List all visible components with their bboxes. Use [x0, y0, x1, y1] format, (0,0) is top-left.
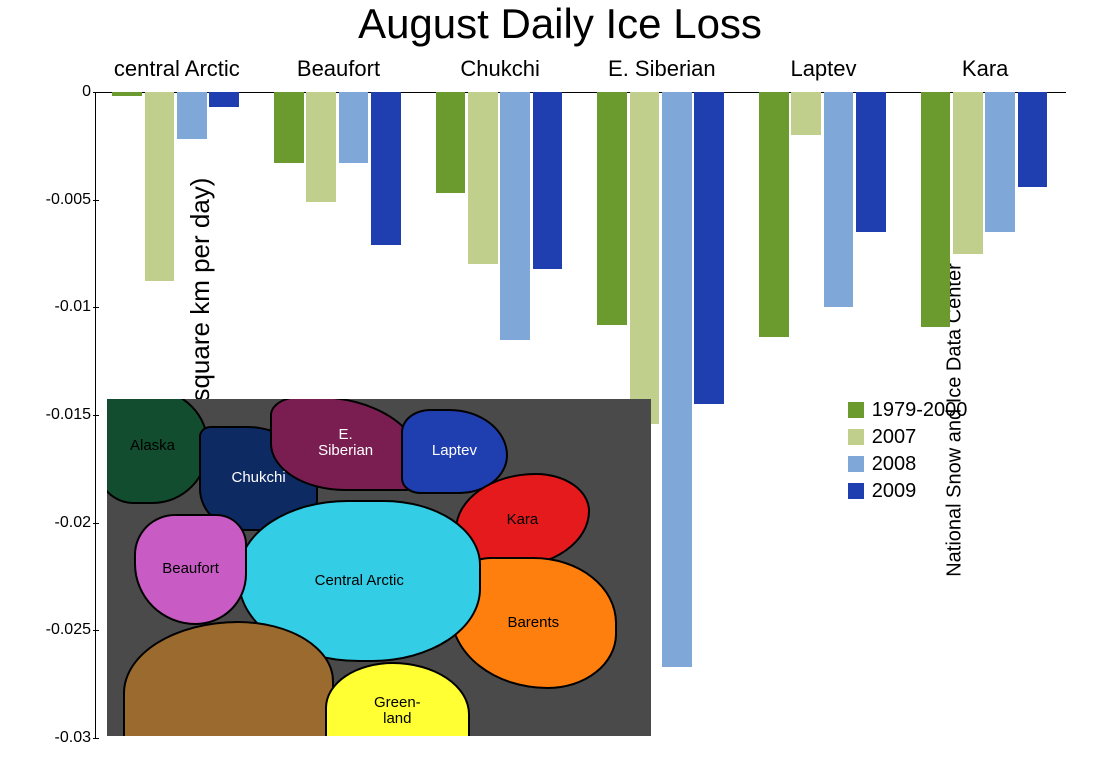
bar	[112, 92, 142, 96]
bar	[436, 92, 466, 193]
y-tick-label: -0.01	[36, 298, 91, 316]
y-tick-label: 0	[36, 83, 91, 101]
bar	[630, 92, 660, 424]
bar	[306, 92, 336, 202]
bar	[145, 92, 175, 281]
category-label: Beaufort	[258, 56, 420, 82]
y-tick-label: -0.025	[36, 621, 91, 639]
category-label: central Arctic	[96, 56, 258, 82]
legend-item: 1979-2000	[848, 399, 968, 422]
map-region-greenland: Green- land	[325, 662, 470, 736]
y-tick-label: -0.03	[36, 729, 91, 747]
legend-label: 2008	[872, 453, 917, 476]
legend-swatch	[848, 483, 864, 499]
category-label: Laptev	[743, 56, 905, 82]
map-region-beaufort: Beaufort	[134, 514, 247, 626]
bar	[759, 92, 789, 337]
bar	[824, 92, 854, 307]
bar	[209, 92, 239, 107]
bar	[597, 92, 627, 325]
map-inset: AlaskaChukchiE. SiberianLaptevKaraBarent…	[107, 399, 651, 736]
legend-label: 2007	[872, 426, 917, 449]
bar	[371, 92, 401, 245]
bar	[662, 92, 692, 667]
page: August Daily Ice Loss Ice loss (million …	[0, 0, 1120, 763]
bar	[533, 92, 563, 269]
legend-label: 1979-2000	[872, 399, 968, 422]
bar	[339, 92, 369, 163]
bar	[953, 92, 983, 254]
bar	[500, 92, 530, 340]
legend-swatch	[848, 456, 864, 472]
y-tick-label: -0.015	[36, 406, 91, 424]
legend-swatch	[848, 402, 864, 418]
bar	[177, 92, 207, 139]
category-label: E. Siberian	[581, 56, 743, 82]
bar	[274, 92, 304, 163]
category-label: Kara	[904, 56, 1066, 82]
bar	[791, 92, 821, 135]
map-region-canada	[123, 621, 334, 736]
bar	[694, 92, 724, 404]
map-region-alaska: Alaska	[107, 399, 209, 504]
category-label: Chukchi	[419, 56, 581, 82]
bar	[985, 92, 1015, 232]
legend: 1979-2000 2007 2008 2009	[848, 399, 968, 507]
bar	[856, 92, 886, 232]
legend-item: 2008	[848, 453, 968, 476]
bar	[468, 92, 498, 264]
bar	[921, 92, 951, 327]
y-tick-label: -0.005	[36, 191, 91, 209]
legend-item: 2007	[848, 426, 968, 449]
legend-item: 2009	[848, 480, 968, 503]
legend-swatch	[848, 429, 864, 445]
bar	[1018, 92, 1048, 187]
map-region-e-siberian: E. Siberian	[270, 399, 421, 491]
y-tick-label: -0.02	[36, 514, 91, 532]
legend-label: 2009	[872, 480, 917, 503]
chart-title: August Daily Ice Loss	[0, 0, 1120, 48]
